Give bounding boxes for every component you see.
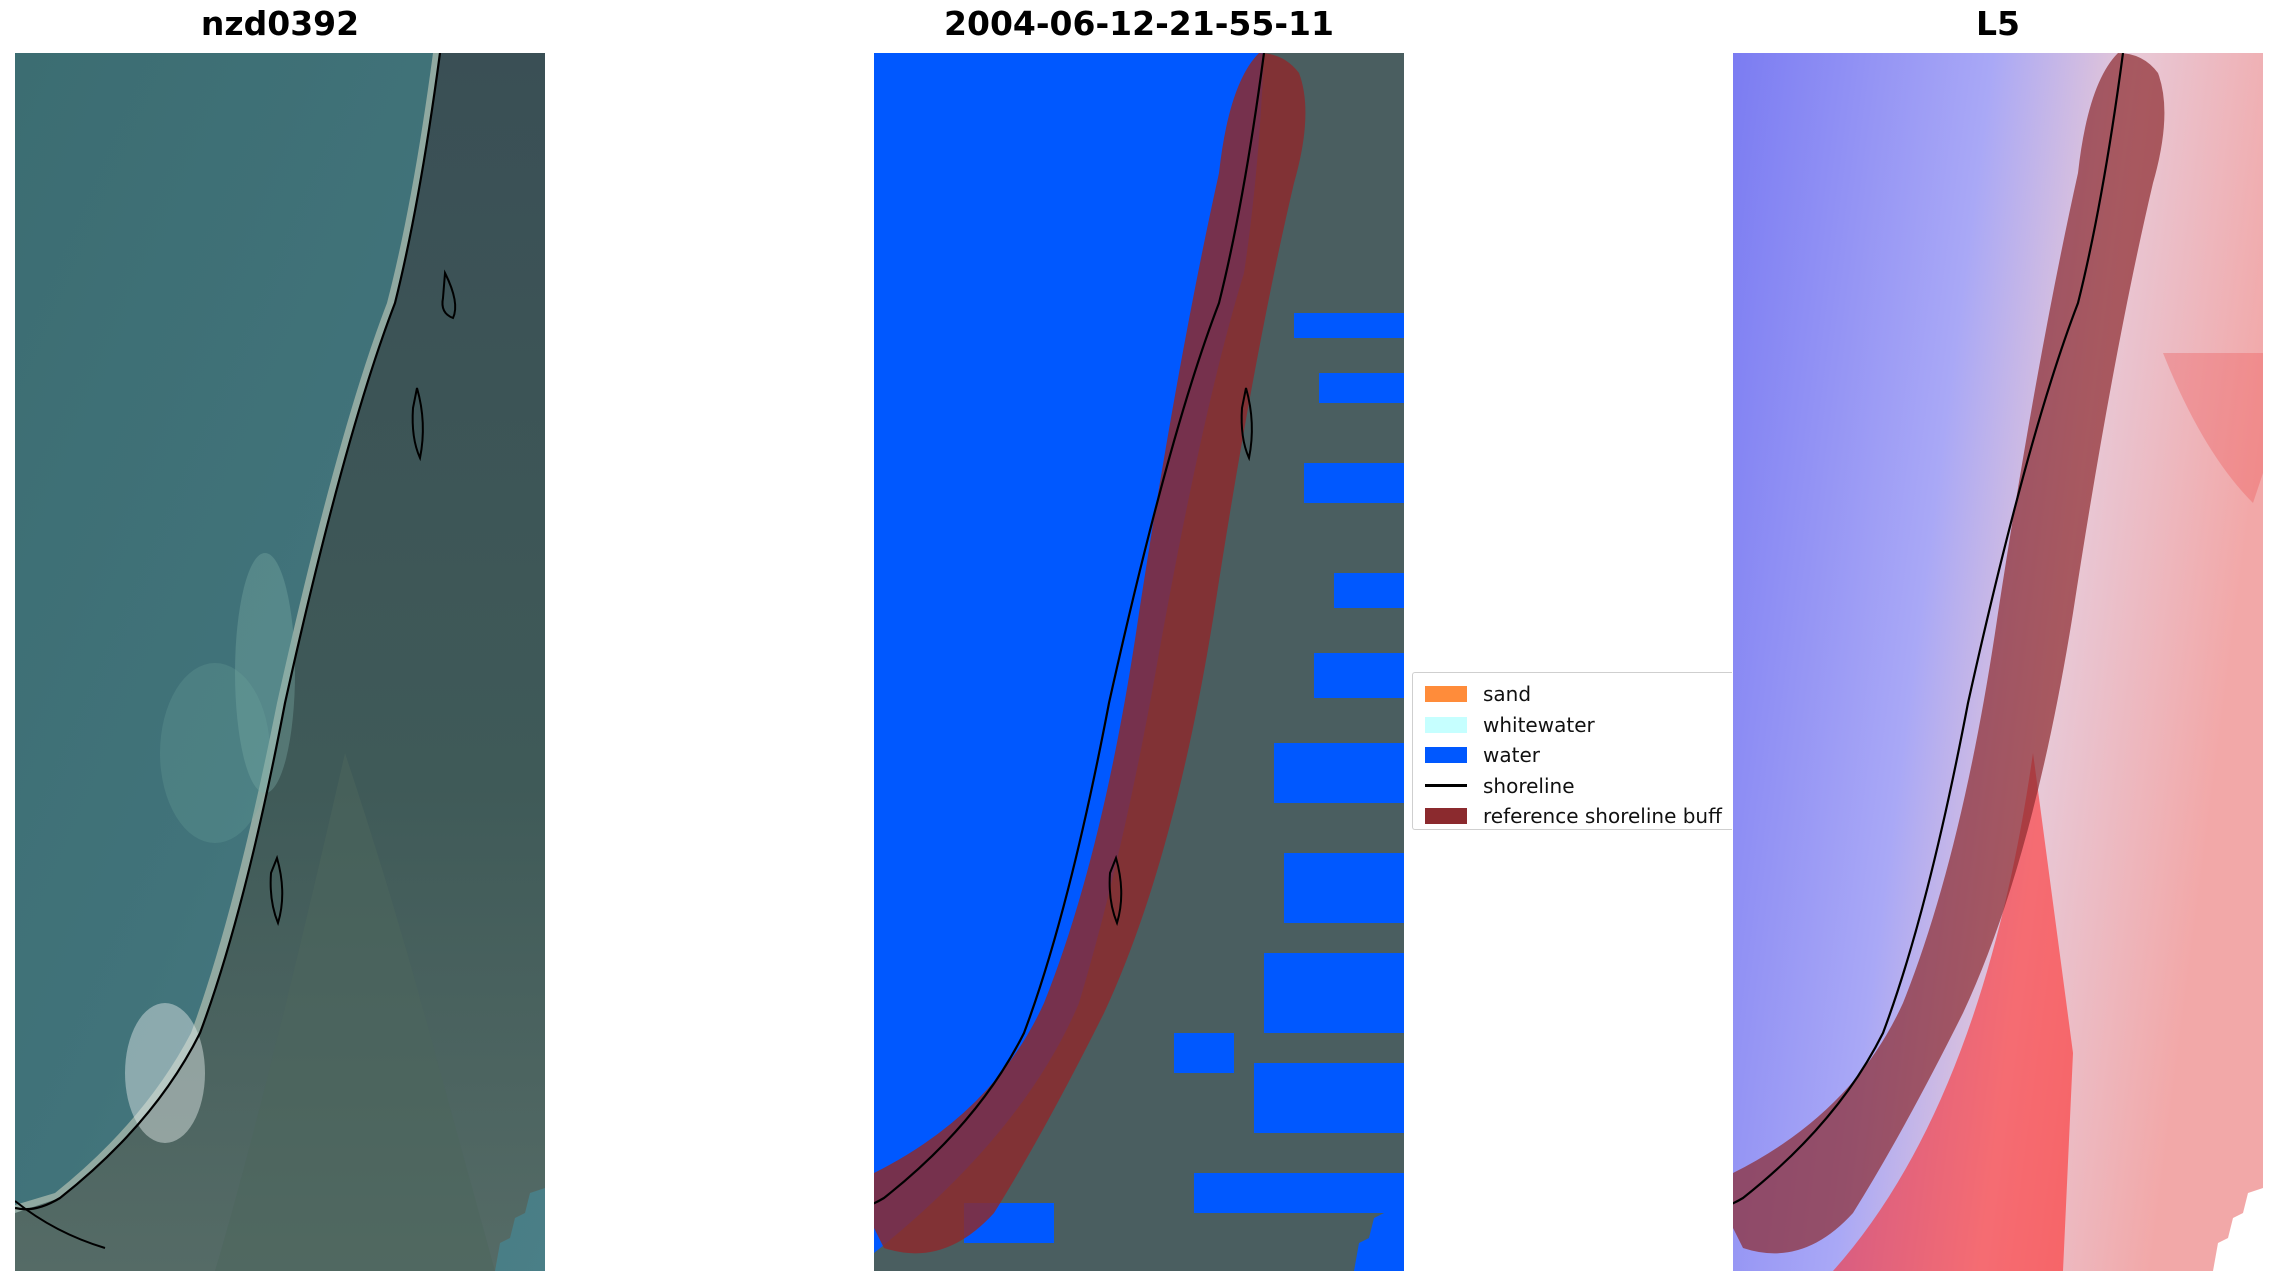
classified-image-panel <box>874 53 1404 1271</box>
legend-item-whitewater: whitewater <box>1413 710 1732 741</box>
legend: sand whitewater water shoreline referenc… <box>1412 672 1732 830</box>
index-image-panel <box>1733 53 2263 1271</box>
panel-title-classified: 2004-06-12-21-55-11 <box>944 4 1334 43</box>
buffer-swatch <box>1425 808 1467 825</box>
legend-item-buffer: reference shoreline buff <box>1413 801 1732 829</box>
panel-title-index: L5 <box>1976 4 2020 43</box>
whitewater-swatch <box>1425 716 1467 733</box>
legend-label: sand <box>1483 682 1532 707</box>
legend-item-shoreline: shoreline <box>1413 771 1732 802</box>
shoreline-line-swatch <box>1425 784 1467 788</box>
rgb-image-panel <box>15 53 545 1271</box>
legend-label: shoreline <box>1483 773 1575 798</box>
legend-label: reference shoreline buff <box>1483 804 1722 829</box>
index-image <box>1733 53 2263 1271</box>
sand-swatch <box>1425 686 1467 703</box>
legend-label: water <box>1483 743 1540 768</box>
legend-label: whitewater <box>1483 712 1595 737</box>
rgb-satellite-image <box>15 53 545 1271</box>
panel-title-rgb: nzd0392 <box>200 4 360 43</box>
classified-image <box>874 53 1404 1271</box>
legend-item-water: water <box>1413 740 1732 771</box>
legend-item-sand: sand <box>1413 679 1732 710</box>
water-swatch <box>1425 747 1467 764</box>
